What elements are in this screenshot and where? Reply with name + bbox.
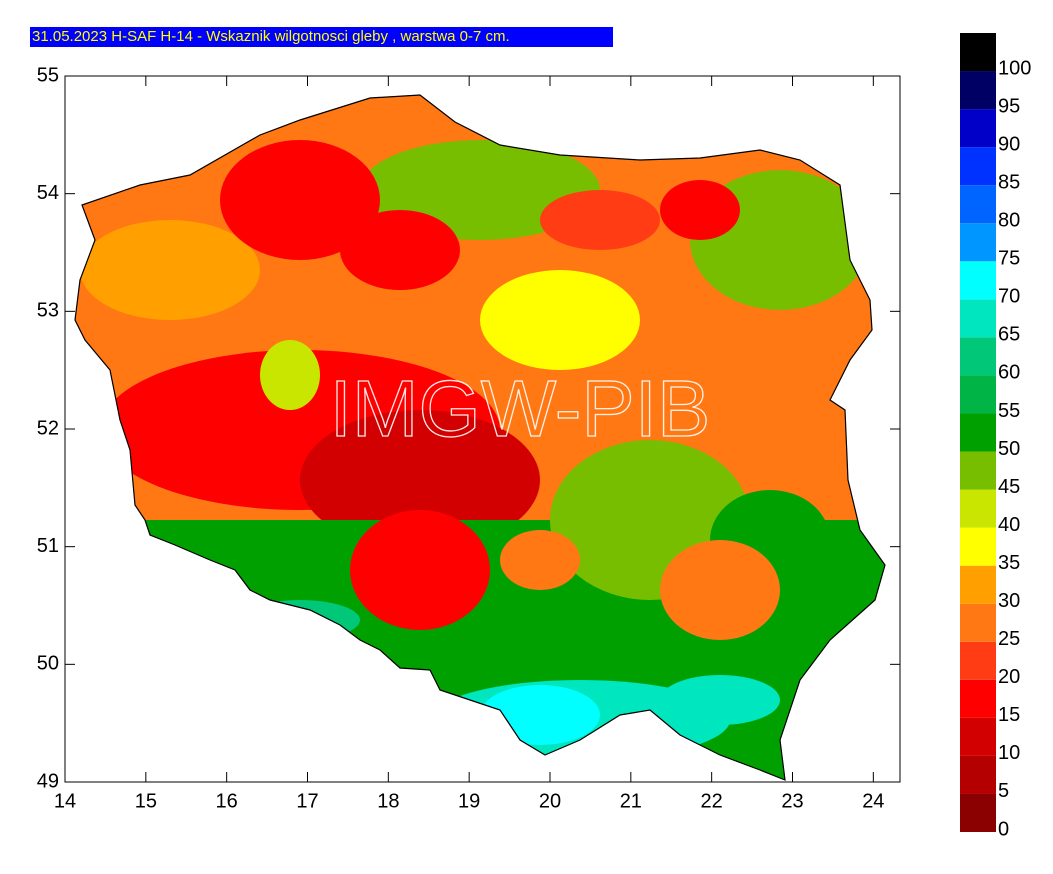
x-tick-label: 16	[216, 790, 238, 812]
x-tick-label: 23	[781, 790, 803, 812]
legend-swatch	[960, 299, 996, 338]
legend-label: 85	[998, 171, 1020, 193]
legend-label: 15	[998, 704, 1020, 726]
x-tick-label: 24	[862, 790, 884, 812]
legend-swatch	[960, 489, 996, 528]
y-tick-label: 55	[37, 64, 59, 86]
legend-swatch	[960, 793, 996, 832]
legend-swatch	[960, 451, 996, 490]
legend-swatch	[960, 413, 996, 452]
legend-label: 60	[998, 362, 1020, 384]
x-tick-label: 21	[620, 790, 642, 812]
legend-label: 35	[998, 552, 1020, 574]
title-bg	[30, 27, 613, 47]
legend-label: 45	[998, 476, 1020, 498]
legend-swatch	[960, 603, 996, 642]
legend-swatch	[960, 679, 996, 718]
legend-swatch	[960, 147, 996, 186]
y-tick-label: 49	[37, 770, 59, 792]
legend-swatch	[960, 565, 996, 604]
moisture-field	[75, 95, 885, 780]
x-tick-label: 18	[377, 790, 399, 812]
legend-swatch	[960, 375, 996, 414]
legend-label: 90	[998, 133, 1020, 155]
legend-label: 95	[998, 95, 1020, 117]
legend-label: 20	[998, 666, 1020, 688]
title: 31.05.2023 H-SAF H-14 - Wskaznik wilgotn…	[32, 28, 510, 45]
x-tick-label: 20	[539, 790, 561, 812]
legend-label: 50	[998, 438, 1020, 460]
legend-swatch	[960, 641, 996, 680]
x-tick-label: 15	[135, 790, 157, 812]
y-tick-label: 51	[37, 535, 59, 557]
legend-label: 5	[998, 780, 1009, 802]
legend-swatch	[960, 223, 996, 262]
legend-label: 55	[998, 400, 1020, 422]
y-tick-label: 54	[37, 182, 59, 204]
legend-label: 80	[998, 210, 1020, 232]
legend-swatch	[960, 71, 996, 110]
legend-swatch	[960, 185, 996, 224]
legend-label: 100	[998, 57, 1031, 79]
legend-label: 40	[998, 514, 1020, 536]
legend-swatch	[960, 109, 996, 148]
y-tick-label: 53	[37, 300, 59, 322]
legend-swatch	[960, 337, 996, 376]
x-tick-label: 19	[458, 790, 480, 812]
legend-label: 75	[998, 248, 1020, 270]
legend-swatch	[960, 527, 996, 566]
x-tick-label: 17	[296, 790, 318, 812]
legend-swatch	[960, 717, 996, 756]
legend-label: 25	[998, 628, 1020, 650]
y-tick-label: 50	[37, 653, 59, 675]
legend-label: 65	[998, 324, 1020, 346]
x-tick-label: 22	[701, 790, 723, 812]
legend-label: 0	[998, 818, 1009, 840]
legend-label: 70	[998, 286, 1020, 308]
legend-label: 10	[998, 742, 1020, 764]
watermark: IMGW-PIB	[330, 364, 711, 453]
x-tick-label: 14	[54, 790, 76, 812]
legend-swatch	[960, 261, 996, 300]
y-tick-label: 52	[37, 417, 59, 439]
legend-swatch	[960, 33, 996, 72]
legend-swatch	[960, 755, 996, 794]
legend-label: 30	[998, 590, 1020, 612]
